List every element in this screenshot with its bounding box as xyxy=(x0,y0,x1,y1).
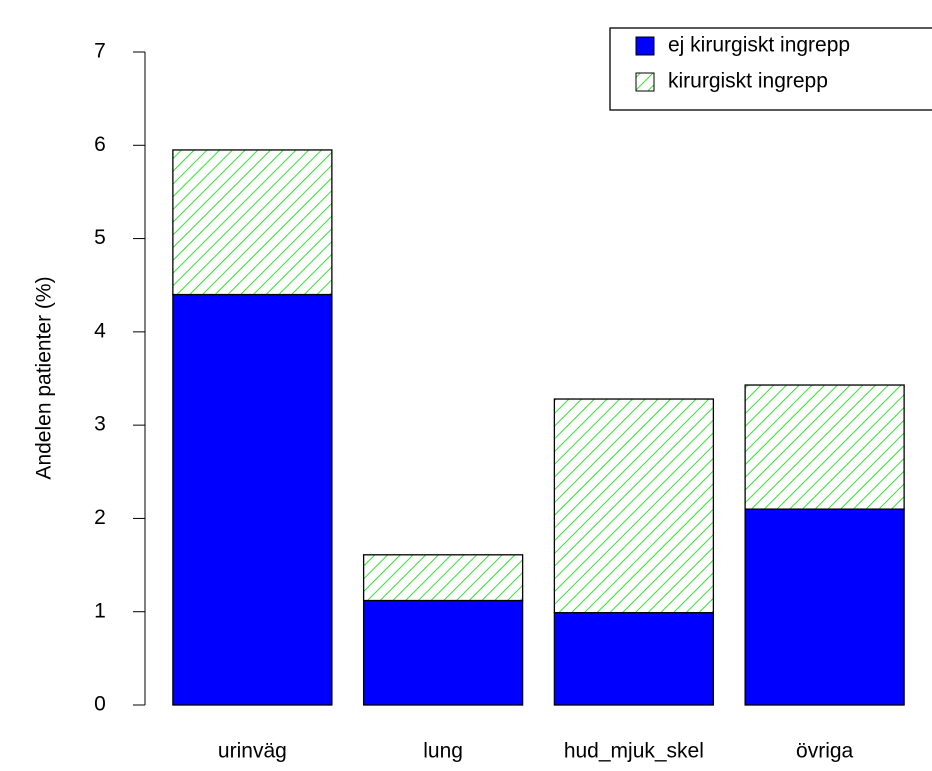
bar-segment xyxy=(553,398,715,614)
y-tick-label: 3 xyxy=(94,413,106,436)
bar-segment xyxy=(172,149,333,296)
x-tick-label: lung xyxy=(423,740,463,763)
y-tick-label: 6 xyxy=(94,133,106,156)
y-tick-label: 1 xyxy=(94,599,106,622)
y-tick-label: 4 xyxy=(94,319,106,342)
x-tick-label: urinväg xyxy=(218,740,287,763)
bar-segment xyxy=(744,384,905,510)
bar-segment xyxy=(362,599,524,706)
legend-box xyxy=(609,27,932,111)
y-axis-label: Andelen patienter (%) xyxy=(33,276,56,479)
x-tick-label: hud_mjuk_skel xyxy=(564,740,704,763)
bar-segment xyxy=(172,293,333,706)
bar-segment xyxy=(553,611,715,706)
bar-segment xyxy=(744,508,905,706)
y-tick-label: 2 xyxy=(94,506,106,529)
x-tick-label: övriga xyxy=(796,740,854,763)
legend-swatch xyxy=(635,72,655,92)
y-tick-label: 0 xyxy=(94,693,106,716)
legend-swatch xyxy=(635,36,655,56)
y-tick-label: 7 xyxy=(94,40,106,63)
legend-label: kirurgiskt ingrepp xyxy=(668,70,828,93)
y-tick-label: 5 xyxy=(94,226,106,249)
legend-label: ej kirurgiskt ingrepp xyxy=(668,34,850,57)
bar-segment xyxy=(362,554,524,602)
